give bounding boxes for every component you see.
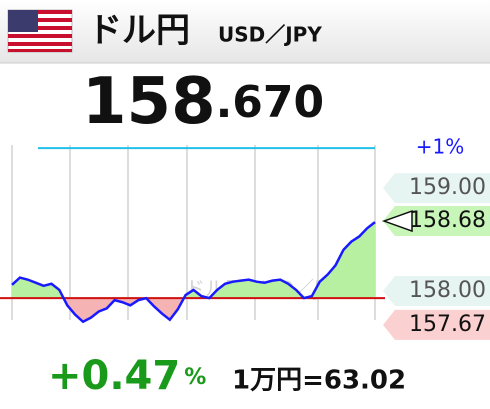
subtitle: USD／JPY bbox=[218, 23, 322, 47]
conversion: 1万円=63.02 bbox=[232, 366, 406, 396]
change-unit: % bbox=[184, 365, 206, 390]
current-marker bbox=[381, 209, 413, 233]
title: ドル円 bbox=[88, 11, 190, 51]
low-label: 157.67 bbox=[409, 312, 486, 337]
header-bar bbox=[0, 0, 490, 63]
flag bbox=[7, 9, 73, 53]
y-tick-label: 158.00 bbox=[409, 278, 486, 303]
y-tick-box bbox=[383, 275, 490, 306]
price-integer: 158 bbox=[82, 65, 216, 139]
line bbox=[11, 221, 376, 324]
area-below bbox=[12, 298, 375, 322]
area-above bbox=[12, 222, 375, 299]
reference-label: +1% bbox=[416, 135, 465, 159]
low-box bbox=[383, 309, 490, 340]
current-label: 158.68 bbox=[409, 208, 486, 233]
price-decimal: .670 bbox=[216, 77, 325, 128]
price: 158.670 bbox=[82, 65, 324, 139]
change-value: +0.47 bbox=[48, 353, 180, 399]
y-tick-box bbox=[383, 173, 490, 204]
y-tick-label: 159.00 bbox=[409, 175, 486, 200]
change: +0.47% bbox=[48, 353, 206, 399]
